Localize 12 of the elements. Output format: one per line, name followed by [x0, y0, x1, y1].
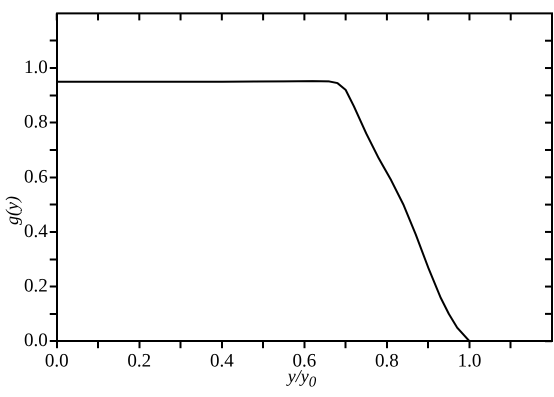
- x-tick-label: 1.0: [458, 350, 482, 372]
- y-tick-label: 1.0: [24, 57, 48, 78]
- y-axis-title: g(y): [2, 196, 23, 225]
- x-tick-label: 0.0: [44, 350, 69, 372]
- y-tick-label: 0.4: [24, 220, 48, 242]
- x-tick-label: 0.4: [210, 350, 234, 372]
- y-tick-label: 0.6: [24, 166, 48, 188]
- y-tick-label: 0.0: [24, 330, 48, 352]
- y-tick-label: 0.8: [24, 112, 48, 133]
- x-tick-label: 0.8: [375, 350, 399, 372]
- y-tick-label: 0.2: [24, 276, 48, 297]
- x-tick-label: 0.2: [127, 350, 152, 372]
